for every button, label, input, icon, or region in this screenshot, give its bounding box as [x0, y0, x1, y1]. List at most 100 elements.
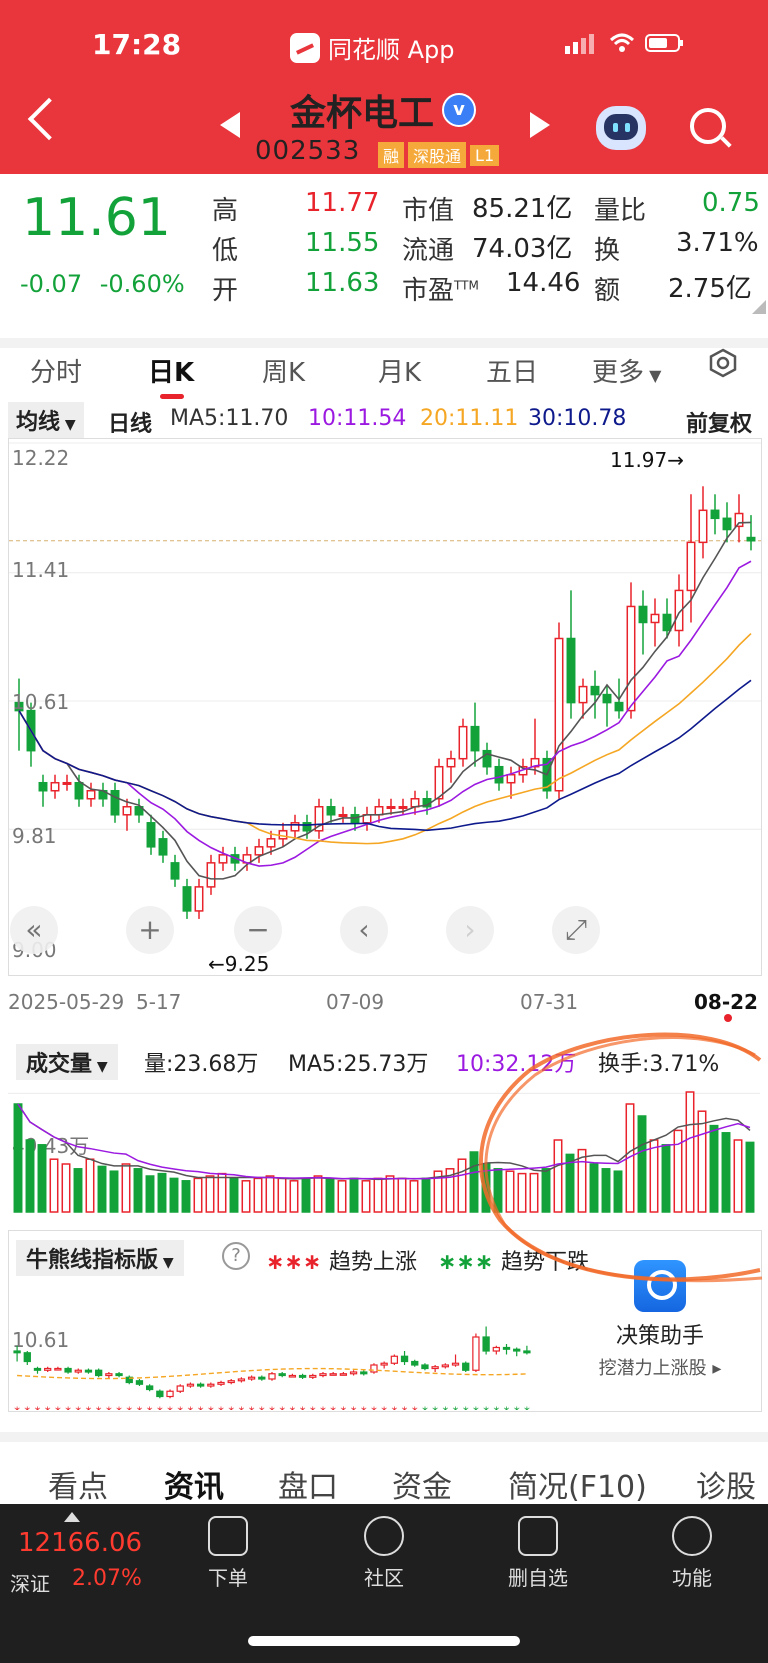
- volume-bar: [601, 1168, 611, 1213]
- volume-bar: [589, 1163, 599, 1213]
- tab-daily-k[interactable]: 日K: [148, 358, 195, 388]
- fullscreen-button[interactable]: ⤢: [552, 906, 600, 954]
- trend-marker: *: [228, 1404, 234, 1410]
- bull-bear-candle: [309, 1374, 317, 1378]
- community-button[interactable]: 社区: [324, 1516, 444, 1591]
- tab-intraday[interactable]: 分时: [30, 358, 83, 388]
- volume-selector[interactable]: 成交量 ▼: [16, 1044, 118, 1080]
- trend-marker: *: [381, 1404, 387, 1410]
- trend-marker: *: [473, 1404, 479, 1410]
- ma5-line: [18, 521, 752, 880]
- trend-marker: *: [422, 1404, 428, 1410]
- stat-label-open: 开: [212, 276, 239, 306]
- y-tick-2: 11.41: [12, 558, 70, 582]
- candle-body: [62, 781, 72, 785]
- zoom-out-button[interactable]: −: [234, 906, 282, 954]
- candle-body: [710, 509, 720, 520]
- volume-bar: [325, 1177, 335, 1213]
- search-icon[interactable]: [690, 108, 726, 144]
- volume-bar: [349, 1177, 359, 1213]
- expand-corner-icon[interactable]: [752, 300, 766, 314]
- prev-stock-arrow-icon[interactable]: [220, 112, 240, 138]
- robot-assistant-icon[interactable]: [596, 106, 646, 150]
- chart-tab-bar: [0, 338, 768, 404]
- index-value[interactable]: 12166.06: [18, 1528, 143, 1558]
- volume-bar: [109, 1170, 119, 1213]
- candle-body: [86, 789, 96, 800]
- decision-helper[interactable]: 决策助手 挖潜力上涨股 ▸: [560, 1260, 760, 1380]
- volume-bar: [469, 1151, 479, 1213]
- trend-marker: *: [106, 1404, 112, 1410]
- trend-marker: *: [269, 1404, 275, 1410]
- next-stock-arrow-icon[interactable]: [530, 112, 550, 138]
- trend-marker: *: [85, 1404, 91, 1410]
- volume-chart[interactable]: [8, 1080, 760, 1216]
- app-logo-icon: [290, 32, 320, 63]
- zoom-in-button[interactable]: +: [126, 906, 174, 954]
- bull-bear-candle: [513, 1348, 521, 1352]
- tag-margin: 融: [378, 142, 405, 168]
- bull-bear-candle: [23, 1352, 31, 1363]
- info-tab-diagnosis[interactable]: 诊股: [696, 1470, 756, 1505]
- bull-bear-selector[interactable]: 牛熊线指标版 ▼: [16, 1240, 184, 1276]
- scroll-left-button[interactable]: ‹: [340, 906, 388, 954]
- candle-body: [482, 749, 492, 768]
- remove-watchlist-button[interactable]: 删自选: [478, 1516, 598, 1591]
- bull-bear-candle: [227, 1380, 235, 1384]
- candle-body: [374, 806, 384, 816]
- volume-bar: [229, 1177, 239, 1213]
- tab-underline: [160, 394, 184, 399]
- bull-bear-chart[interactable]: * * * * * * * * * * * * * * * * * * * * * * * * * * * * * * * * * * * * * * * *…: [8, 1320, 568, 1410]
- function-button[interactable]: 功能: [632, 1516, 752, 1591]
- stat-value-high: 11.77: [305, 188, 380, 218]
- trend-marker: *: [493, 1404, 499, 1410]
- kline-chart[interactable]: [8, 438, 762, 976]
- scroll-right-button[interactable]: ›: [446, 906, 494, 954]
- candle-body: [554, 637, 564, 792]
- kline-svg: [9, 442, 761, 919]
- candle-body: [110, 789, 120, 816]
- home-indicator[interactable]: [248, 1636, 520, 1646]
- tab-five-day[interactable]: 五日: [486, 358, 539, 388]
- candle-body: [638, 605, 648, 624]
- low-label: ←9.25: [208, 952, 270, 976]
- bull-bear-candle: [298, 1374, 307, 1378]
- info-tab-highlights[interactable]: 看点: [48, 1470, 108, 1505]
- trend-marker: *: [442, 1404, 448, 1410]
- trend-up-legend: ∗∗∗ 趋势上涨: [266, 1244, 417, 1276]
- candle-body: [338, 814, 348, 818]
- ma30-value: 30:10.78: [528, 406, 627, 431]
- info-tab-orderbook[interactable]: 盘口: [278, 1470, 338, 1505]
- indicator-selector[interactable]: 均线 ▼: [8, 402, 84, 438]
- bull-bear-candle: [74, 1369, 82, 1373]
- tab-monthly-k[interactable]: 月K: [378, 358, 422, 388]
- bull-bear-candle: [44, 1367, 52, 1371]
- trend-marker: *: [453, 1404, 459, 1410]
- trend-down-legend: ∗∗∗ 趋势下跌: [438, 1244, 589, 1276]
- trend-up-dots: ∗∗∗: [266, 1250, 329, 1275]
- tab-more[interactable]: 更多 ▼: [592, 352, 661, 389]
- adjust-mode[interactable]: 前复权: [686, 412, 753, 437]
- order-button[interactable]: 下单: [168, 1516, 288, 1591]
- info-tab-profile[interactable]: 简况(F10): [508, 1470, 647, 1505]
- tab-weekly-k[interactable]: 周K: [262, 358, 306, 388]
- trend-marker: *: [432, 1404, 438, 1410]
- candle-body: [434, 765, 444, 800]
- bull-bear-candle: [278, 1373, 286, 1377]
- ma-period: 日线: [108, 412, 153, 437]
- stat-label-float: 流通: [402, 236, 455, 266]
- hexagon-settings-icon[interactable]: [708, 348, 738, 378]
- volume-bar: [397, 1177, 407, 1213]
- stock-tags: 融深股通 L1: [374, 142, 500, 168]
- ma30-line: [18, 679, 752, 832]
- info-tab-funds[interactable]: 资金: [392, 1470, 452, 1505]
- indicator-selector-label: 均线: [16, 410, 61, 435]
- candle-body: [290, 822, 300, 832]
- candle-body: [590, 685, 600, 696]
- info-tab-news[interactable]: 资讯: [164, 1470, 224, 1505]
- trend-marker: *: [483, 1404, 489, 1410]
- help-icon[interactable]: ?: [222, 1242, 250, 1270]
- candle-body: [254, 846, 264, 856]
- stock-name-text: 金杯电工: [290, 93, 435, 134]
- zoom-out-far-button[interactable]: «: [10, 906, 58, 954]
